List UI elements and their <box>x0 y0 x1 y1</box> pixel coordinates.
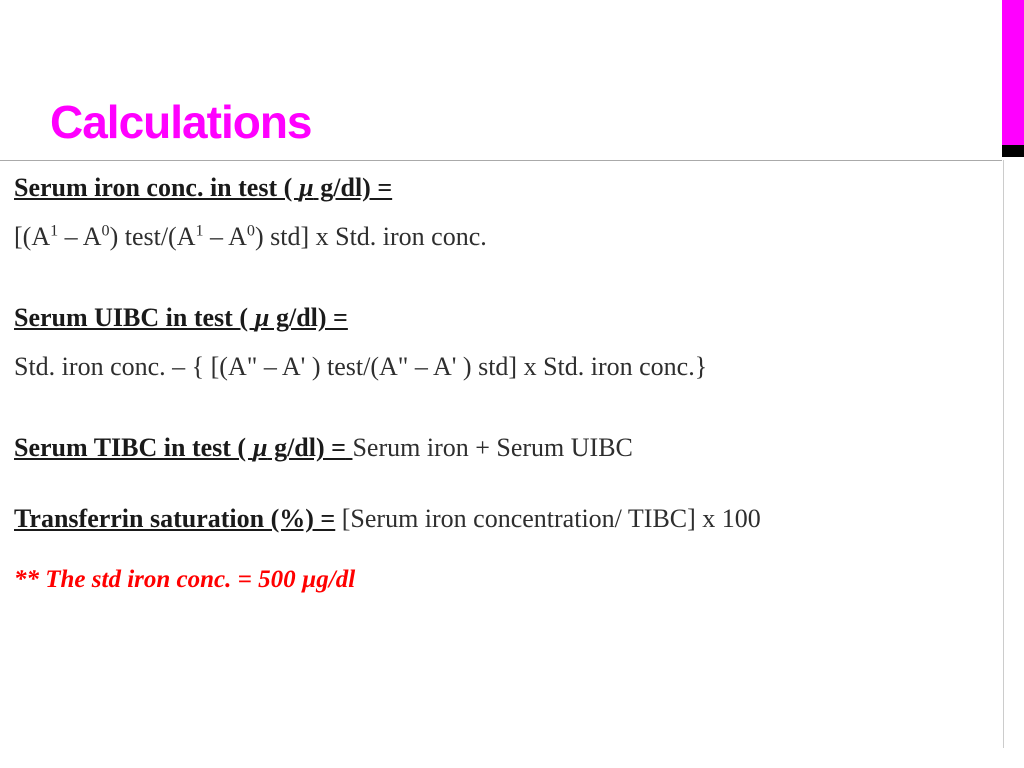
heading-serum-iron: Serum iron conc. in test ( µ g/dl) = <box>14 170 994 205</box>
formula-serum-uibc: Std. iron conc. – { [(A" – A' ) test/(A"… <box>14 349 994 384</box>
horizontal-rule <box>0 160 1002 161</box>
heading-text: g/dl) = <box>269 303 347 332</box>
heading-text: g/dl) = <box>268 433 346 462</box>
formula-serum-tibc: Serum iron + Serum UIBC <box>352 433 632 462</box>
section-serum-uibc: Serum UIBC in test ( µ g/dl) = Std. iron… <box>14 300 994 384</box>
heading-serum-uibc: Serum UIBC in test ( µ g/dl) = <box>14 300 994 335</box>
heading-text: Serum TIBC in test ( <box>14 433 253 462</box>
heading-text: Serum UIBC in test ( <box>14 303 255 332</box>
formula-serum-iron: [(A1 – A0) test/(A1 – A0) std] x Std. ir… <box>14 219 994 254</box>
heading-transferrin: Transferrin saturation (%) = <box>14 504 335 533</box>
content-area: Serum iron conc. in test ( µ g/dl) = [(A… <box>14 170 994 596</box>
heading-text: g/dl) = <box>314 173 392 202</box>
mu-icon: µ <box>299 173 314 202</box>
section-transferrin: Transferrin saturation (%) = [Serum iron… <box>14 501 994 536</box>
content-right-border <box>1003 160 1004 748</box>
section-serum-tibc: Serum TIBC in test ( µ g/dl) = Serum iro… <box>14 430 994 465</box>
formula-transferrin: [Serum iron concentration/ TIBC] x 100 <box>335 504 761 533</box>
heading-serum-tibc: Serum TIBC in test ( µ g/dl) = <box>14 433 352 462</box>
accent-bar <box>1002 0 1024 145</box>
footnote-std-iron: ** The std iron conc. = 500 µg/dl <box>14 563 994 597</box>
mu-icon: µ <box>253 433 268 462</box>
note-text: g/dl <box>316 566 355 593</box>
heading-text: Serum iron conc. in test ( <box>14 173 299 202</box>
mu-icon: µ <box>255 303 270 332</box>
page-title: Calculations <box>50 95 312 149</box>
accent-bar-cap <box>1002 145 1024 157</box>
section-serum-iron: Serum iron conc. in test ( µ g/dl) = [(A… <box>14 170 994 254</box>
note-text: ** The std iron conc. = 500 <box>14 566 302 593</box>
mu-icon: µ <box>302 566 316 593</box>
